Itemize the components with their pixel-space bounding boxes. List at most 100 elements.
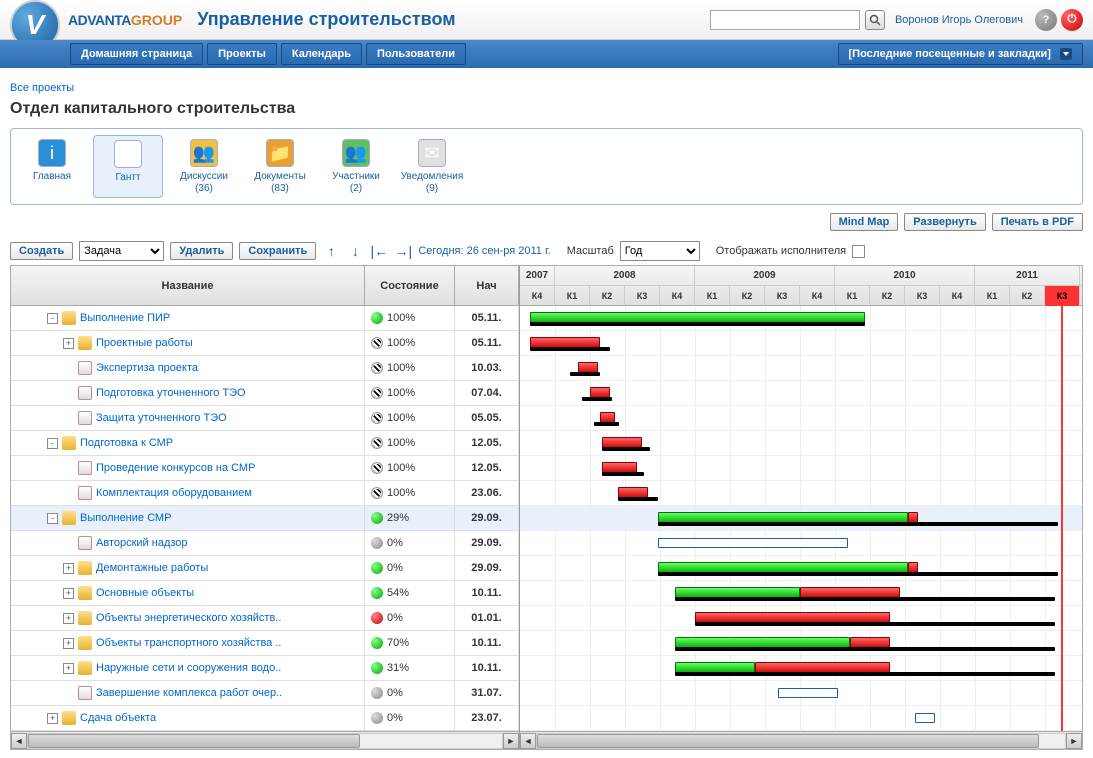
expand-toggle[interactable]: +	[63, 588, 74, 599]
task-name[interactable]: Завершение комплекса работ очер..	[96, 687, 282, 699]
task-row[interactable]: Экспертиза проекта 100% 10.03.	[11, 356, 519, 381]
task-row[interactable]: Завершение комплекса работ очер.. 0% 31.…	[11, 681, 519, 706]
gantt-row[interactable]	[520, 306, 1082, 331]
gantt-bar[interactable]	[530, 322, 865, 326]
gantt-bar[interactable]	[658, 572, 1058, 576]
indent-button[interactable]: →|	[394, 242, 412, 260]
task-name[interactable]: Авторский надзор	[96, 537, 188, 549]
gantt-bar[interactable]	[582, 397, 612, 401]
task-type-select[interactable]: Задача	[79, 241, 164, 261]
gantt-bar[interactable]	[602, 447, 650, 451]
move-up-button[interactable]: ↑	[322, 242, 340, 260]
gantt-bar[interactable]	[602, 472, 644, 476]
help-button[interactable]: ?	[1035, 9, 1057, 31]
gantt-bar[interactable]	[778, 688, 838, 698]
expand-toggle[interactable]: +	[63, 338, 74, 349]
expand-toggle[interactable]: -	[47, 438, 58, 449]
search-button[interactable]	[865, 10, 885, 30]
task-row[interactable]: - Подготовка к СМР 100% 12.05.	[11, 431, 519, 456]
gantt-bar[interactable]	[658, 538, 848, 548]
col-header-name[interactable]: Название	[11, 266, 365, 305]
task-row[interactable]: Проведение конкурсов на СМР 100% 12.05.	[11, 456, 519, 481]
task-row[interactable]: Подготовка уточненного ТЭО 100% 07.04.	[11, 381, 519, 406]
task-name[interactable]: Проектные работы	[96, 337, 193, 349]
expand-toggle[interactable]: +	[47, 713, 58, 724]
task-row[interactable]: + Сдача объекта 0% 23.07.	[11, 706, 519, 731]
task-row[interactable]: Комплектация оборудованием 100% 23.06.	[11, 481, 519, 506]
move-down-button[interactable]: ↓	[346, 242, 364, 260]
grid-hscroll[interactable]: ◄►	[11, 731, 519, 749]
gantt-row[interactable]	[520, 706, 1082, 731]
task-name[interactable]: Демонтажные работы	[96, 562, 208, 574]
gantt-bar[interactable]	[915, 713, 935, 723]
task-row[interactable]: + Демонтажные работы 0% 29.09.	[11, 556, 519, 581]
gantt-bar[interactable]	[675, 647, 1055, 651]
action-Mind-Map[interactable]: Mind Map	[830, 213, 899, 231]
tab-Участники[interactable]: 👥 Участники (2)	[321, 135, 391, 198]
gantt-row[interactable]	[520, 356, 1082, 381]
col-header-start[interactable]: Нач	[455, 266, 519, 305]
expand-toggle[interactable]: +	[63, 613, 74, 624]
gantt-bar[interactable]	[658, 522, 1058, 526]
task-row[interactable]: + Объекты энергетического хозяйств.. 0% …	[11, 606, 519, 631]
task-name[interactable]: Выполнение ПИР	[80, 312, 170, 324]
expand-toggle[interactable]: +	[63, 663, 74, 674]
task-name[interactable]: Проведение конкурсов на СМР	[96, 462, 255, 474]
nav-item-2[interactable]: Календарь	[281, 43, 362, 65]
gantt-row[interactable]	[520, 481, 1082, 506]
nav-item-1[interactable]: Проекты	[207, 43, 277, 65]
action-Печать-в-PDF[interactable]: Печать в PDF	[992, 213, 1083, 231]
scale-select[interactable]: Год	[620, 241, 700, 261]
task-row[interactable]: + Объекты транспортного хозяйства .. 70%…	[11, 631, 519, 656]
task-name[interactable]: Комплектация оборудованием	[96, 487, 252, 499]
task-row[interactable]: + Основные объекты 54% 10.11.	[11, 581, 519, 606]
task-name[interactable]: Экспертиза проекта	[96, 362, 198, 374]
gantt-row[interactable]	[520, 456, 1082, 481]
show-assignee-checkbox[interactable]	[852, 245, 865, 258]
save-button[interactable]: Сохранить	[239, 242, 316, 260]
gantt-hscroll[interactable]: ◄►	[520, 731, 1082, 749]
gantt-bar[interactable]	[695, 622, 1055, 626]
task-row[interactable]: + Проектные работы 100% 05.11.	[11, 331, 519, 356]
col-header-state[interactable]: Состояние	[365, 266, 455, 305]
gantt-bar[interactable]	[675, 672, 1055, 676]
tab-Документы[interactable]: 📁 Документы (83)	[245, 135, 315, 198]
gantt-row[interactable]	[520, 431, 1082, 456]
user-link[interactable]: Воронов Игорь Олегович	[895, 14, 1023, 26]
task-name[interactable]: Объекты энергетического хозяйств..	[96, 612, 281, 624]
gantt-row[interactable]	[520, 656, 1082, 681]
outdent-button[interactable]: |←	[370, 242, 388, 260]
tab-Дискуссии[interactable]: 👥 Дискуссии (36)	[169, 135, 239, 198]
nav-item-0[interactable]: Домашняя страница	[70, 43, 203, 65]
expand-toggle[interactable]: +	[63, 638, 74, 649]
task-row[interactable]: - Выполнение ПИР 100% 05.11.	[11, 306, 519, 331]
breadcrumb-link[interactable]: Все проекты	[10, 82, 74, 94]
task-row[interactable]: Авторский надзор 0% 29.09.	[11, 531, 519, 556]
action-Развернуть[interactable]: Развернуть	[904, 213, 985, 231]
gantt-bar[interactable]	[675, 597, 1055, 601]
task-row[interactable]: Защита уточненного ТЭО 100% 05.05.	[11, 406, 519, 431]
task-name[interactable]: Основные объекты	[96, 587, 194, 599]
gantt-row[interactable]	[520, 631, 1082, 656]
expand-toggle[interactable]: -	[47, 513, 58, 524]
gantt-row[interactable]	[520, 406, 1082, 431]
gantt-row[interactable]	[520, 531, 1082, 556]
tab-Уведомления[interactable]: ✉ Уведомления (9)	[397, 135, 467, 198]
tab-Главная[interactable]: i Главная	[17, 135, 87, 198]
gantt-row[interactable]	[520, 581, 1082, 606]
search-input[interactable]	[710, 10, 860, 30]
task-name[interactable]: Объекты транспортного хозяйства ..	[96, 637, 281, 649]
gantt-row[interactable]	[520, 381, 1082, 406]
task-name[interactable]: Защита уточненного ТЭО	[96, 412, 227, 424]
gantt-row[interactable]	[520, 331, 1082, 356]
task-name[interactable]: Выполнение СМР	[80, 512, 171, 524]
gantt-bar[interactable]	[594, 422, 619, 426]
task-row[interactable]: - Выполнение СМР 29% 29.09.	[11, 506, 519, 531]
expand-toggle[interactable]: -	[47, 313, 58, 324]
nav-item-3[interactable]: Пользователи	[366, 43, 466, 65]
gantt-bar[interactable]	[618, 497, 658, 501]
gantt-bar[interactable]	[570, 372, 600, 376]
bookmarks-menu[interactable]: [Последние посещенные и закладки]	[838, 43, 1083, 65]
task-row[interactable]: + Наружные сети и сооружения водо.. 31% …	[11, 656, 519, 681]
gantt-row[interactable]	[520, 506, 1082, 531]
